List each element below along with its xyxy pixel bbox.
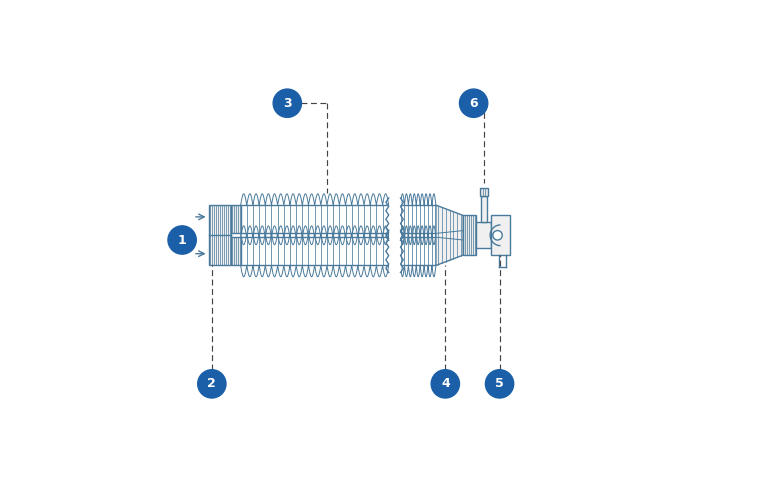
Circle shape bbox=[459, 89, 488, 118]
Bar bbox=[491, 216, 511, 255]
Text: 2: 2 bbox=[207, 377, 217, 390]
Bar bbox=[389, 197, 400, 242]
Text: 3: 3 bbox=[283, 96, 292, 110]
Bar bbox=[240, 237, 389, 265]
Text: 4: 4 bbox=[441, 377, 450, 390]
Text: 5: 5 bbox=[495, 377, 504, 390]
Bar bbox=[476, 222, 491, 249]
Bar bbox=[231, 205, 240, 233]
Bar bbox=[400, 205, 436, 233]
Text: 1: 1 bbox=[177, 233, 187, 247]
Bar bbox=[481, 196, 487, 222]
Bar bbox=[463, 216, 476, 255]
Circle shape bbox=[168, 226, 197, 254]
Bar bbox=[209, 205, 231, 265]
Bar bbox=[389, 228, 400, 274]
Polygon shape bbox=[436, 205, 463, 265]
Circle shape bbox=[485, 370, 514, 398]
Text: 6: 6 bbox=[469, 96, 478, 110]
Circle shape bbox=[273, 89, 302, 118]
Bar bbox=[480, 188, 488, 196]
Circle shape bbox=[197, 370, 226, 398]
Bar bbox=[231, 237, 240, 265]
Circle shape bbox=[431, 370, 459, 398]
Bar bbox=[400, 237, 436, 265]
Bar bbox=[240, 205, 389, 233]
Circle shape bbox=[493, 230, 502, 240]
